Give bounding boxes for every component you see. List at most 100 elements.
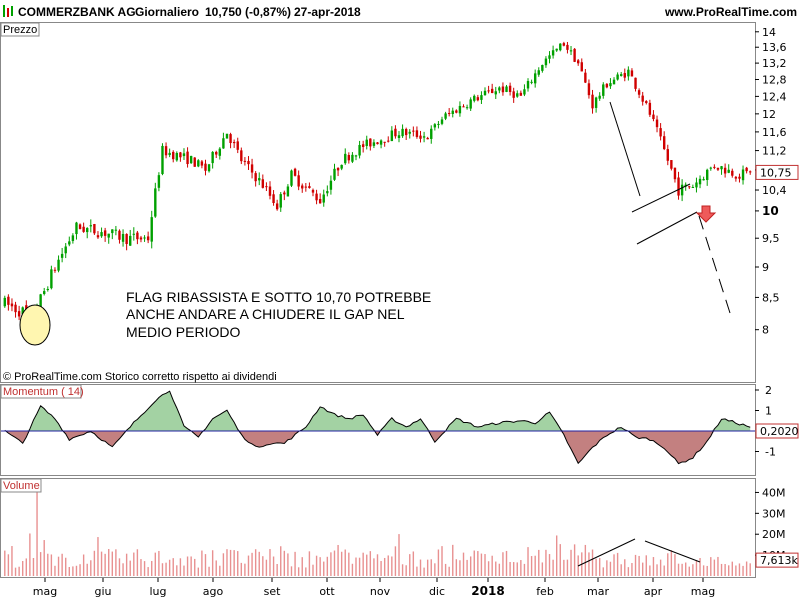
candle-body xyxy=(533,73,537,84)
candle-body xyxy=(157,175,161,188)
candle-body xyxy=(60,253,64,258)
candle-body xyxy=(57,259,60,271)
candle-body xyxy=(139,237,143,240)
candle-body xyxy=(146,236,150,241)
candle-body xyxy=(265,186,268,188)
candle-body xyxy=(587,83,591,96)
candle-body xyxy=(720,166,723,170)
price-axis-label: 9,5 xyxy=(762,232,780,245)
x-axis-label: ago xyxy=(203,585,224,598)
candle-body xyxy=(741,169,745,181)
price-axis-label: 10 xyxy=(762,204,779,218)
x-axis-label: nov xyxy=(370,585,391,598)
x-axis-label: mar xyxy=(587,585,609,598)
candle-body xyxy=(182,153,186,157)
candle-body xyxy=(50,269,53,289)
candle-body xyxy=(727,169,730,173)
candle-body xyxy=(444,113,447,119)
candle-body xyxy=(731,170,734,176)
x-axis: mag giu lug ago set ott nov dic 2018 feb mar apr mag xyxy=(33,578,715,598)
price-axis-label: 14 xyxy=(762,26,776,39)
candle-body xyxy=(519,92,523,96)
candle-body xyxy=(268,186,272,196)
volume-fall-line xyxy=(644,540,701,563)
candle-body xyxy=(691,186,695,188)
candle-body xyxy=(236,141,239,150)
candle-body xyxy=(412,130,415,132)
candle-body xyxy=(175,153,179,161)
candle-body xyxy=(333,168,336,180)
candle-body xyxy=(222,138,225,149)
candle-body xyxy=(619,74,623,76)
candle-body xyxy=(308,186,311,189)
trend-lines xyxy=(609,101,731,314)
candle-body xyxy=(498,87,501,91)
candle-body xyxy=(100,232,103,237)
candle-body xyxy=(161,145,164,175)
candle-body xyxy=(340,164,343,169)
volume-panel-label: Volume xyxy=(3,480,40,492)
last-price-label: 10,75 xyxy=(760,166,792,179)
header: COMMERZBANK AG Giornaliero 10,750 (-0,87… xyxy=(0,0,800,22)
momentum-axis-label: -1 xyxy=(765,446,776,459)
candle-body xyxy=(555,48,558,51)
candle-body xyxy=(143,237,146,239)
x-axis-label: feb xyxy=(536,585,554,598)
candle-body xyxy=(75,222,78,235)
candle-body xyxy=(200,161,204,166)
momentum-axis-label: 2 xyxy=(765,384,772,397)
candle-body xyxy=(111,229,114,234)
candle-body xyxy=(451,110,454,114)
volume-rise-line xyxy=(577,538,636,567)
candle-body xyxy=(594,97,598,108)
candle-body xyxy=(318,198,322,204)
candle-body xyxy=(419,135,422,139)
candle-body xyxy=(433,124,437,128)
candle-body xyxy=(659,128,662,137)
candle-body xyxy=(505,86,508,92)
target-dashed-line xyxy=(698,215,731,314)
x-axis-label: dic xyxy=(429,585,445,598)
candle-body xyxy=(379,140,383,145)
candle-body xyxy=(3,297,6,307)
candle-body xyxy=(749,171,752,173)
candle-body xyxy=(103,230,107,236)
candle-body xyxy=(516,93,519,97)
candle-body xyxy=(129,235,132,246)
candle-body xyxy=(168,152,171,156)
price-panel-label: Prezzo xyxy=(3,24,37,36)
candle-body xyxy=(261,179,265,188)
candle-body xyxy=(605,83,609,88)
candle-body xyxy=(258,178,261,181)
candle-body xyxy=(351,154,354,162)
volume-axis-label: 30M xyxy=(762,507,786,520)
candle-body xyxy=(301,185,304,189)
candle-body xyxy=(745,167,748,172)
candle-body xyxy=(82,226,85,232)
candle-body xyxy=(286,186,290,197)
candle-body xyxy=(573,48,576,62)
candle-body xyxy=(243,160,247,162)
x-axis-label: set xyxy=(264,585,281,598)
candle-body xyxy=(347,155,351,161)
candle-body xyxy=(526,81,530,89)
candle-body xyxy=(354,155,358,157)
volume-value-label: 7,613k xyxy=(760,554,798,567)
candle-body xyxy=(623,73,626,78)
x-axis-label: ott xyxy=(319,585,335,598)
flag-upper-line xyxy=(631,183,691,213)
candle-icon xyxy=(7,8,9,17)
footnote: © ProRealTime.com Storico corretto rispe… xyxy=(3,371,277,383)
candle-icon xyxy=(3,5,5,17)
candle-body xyxy=(637,90,641,95)
candle-body xyxy=(193,157,196,167)
candle-body xyxy=(71,235,75,241)
candle-body xyxy=(641,95,644,102)
candle-body xyxy=(523,89,526,95)
candle-body xyxy=(118,230,121,240)
candle-body xyxy=(655,119,659,128)
candle-body xyxy=(218,148,222,156)
candle-body xyxy=(197,160,200,167)
candle-body xyxy=(150,217,153,242)
candle-body xyxy=(458,105,462,114)
